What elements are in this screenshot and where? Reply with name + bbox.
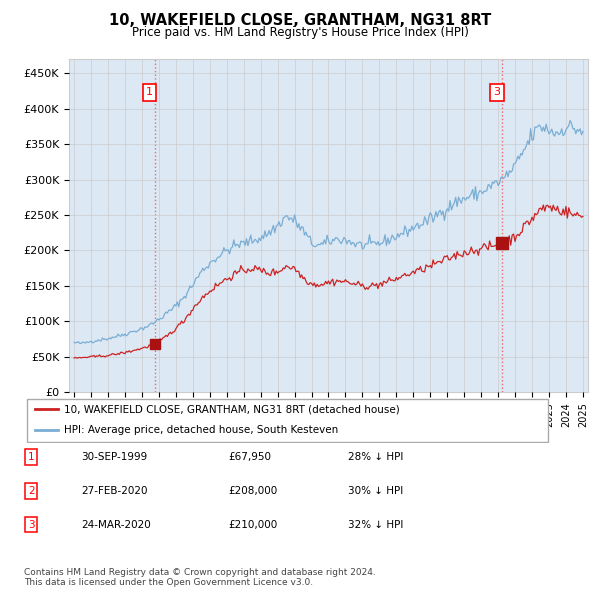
Text: £67,950: £67,950 <box>228 453 271 462</box>
Text: £208,000: £208,000 <box>228 486 277 496</box>
Text: Contains HM Land Registry data © Crown copyright and database right 2024.
This d: Contains HM Land Registry data © Crown c… <box>24 568 376 587</box>
Text: 28% ↓ HPI: 28% ↓ HPI <box>348 453 403 462</box>
FancyBboxPatch shape <box>26 399 548 441</box>
Text: 30-SEP-1999: 30-SEP-1999 <box>81 453 147 462</box>
Text: 10, WAKEFIELD CLOSE, GRANTHAM, NG31 8RT (detached house): 10, WAKEFIELD CLOSE, GRANTHAM, NG31 8RT … <box>64 404 400 414</box>
Text: 24-MAR-2020: 24-MAR-2020 <box>81 520 151 529</box>
Text: 10, WAKEFIELD CLOSE, GRANTHAM, NG31 8RT: 10, WAKEFIELD CLOSE, GRANTHAM, NG31 8RT <box>109 13 491 28</box>
Text: 1: 1 <box>146 87 153 97</box>
Text: 3: 3 <box>493 87 500 97</box>
Text: Price paid vs. HM Land Registry's House Price Index (HPI): Price paid vs. HM Land Registry's House … <box>131 26 469 39</box>
Text: 30% ↓ HPI: 30% ↓ HPI <box>348 486 403 496</box>
Text: 1: 1 <box>28 453 35 462</box>
Text: 3: 3 <box>28 520 35 529</box>
Text: 2: 2 <box>28 486 35 496</box>
Text: £210,000: £210,000 <box>228 520 277 529</box>
Text: 27-FEB-2020: 27-FEB-2020 <box>81 486 148 496</box>
Text: HPI: Average price, detached house, South Kesteven: HPI: Average price, detached house, Sout… <box>64 425 338 435</box>
Text: 32% ↓ HPI: 32% ↓ HPI <box>348 520 403 529</box>
